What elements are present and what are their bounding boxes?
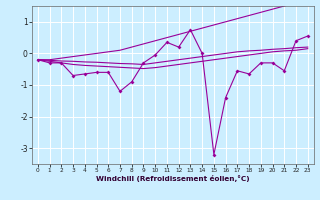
X-axis label: Windchill (Refroidissement éolien,°C): Windchill (Refroidissement éolien,°C) <box>96 175 250 182</box>
